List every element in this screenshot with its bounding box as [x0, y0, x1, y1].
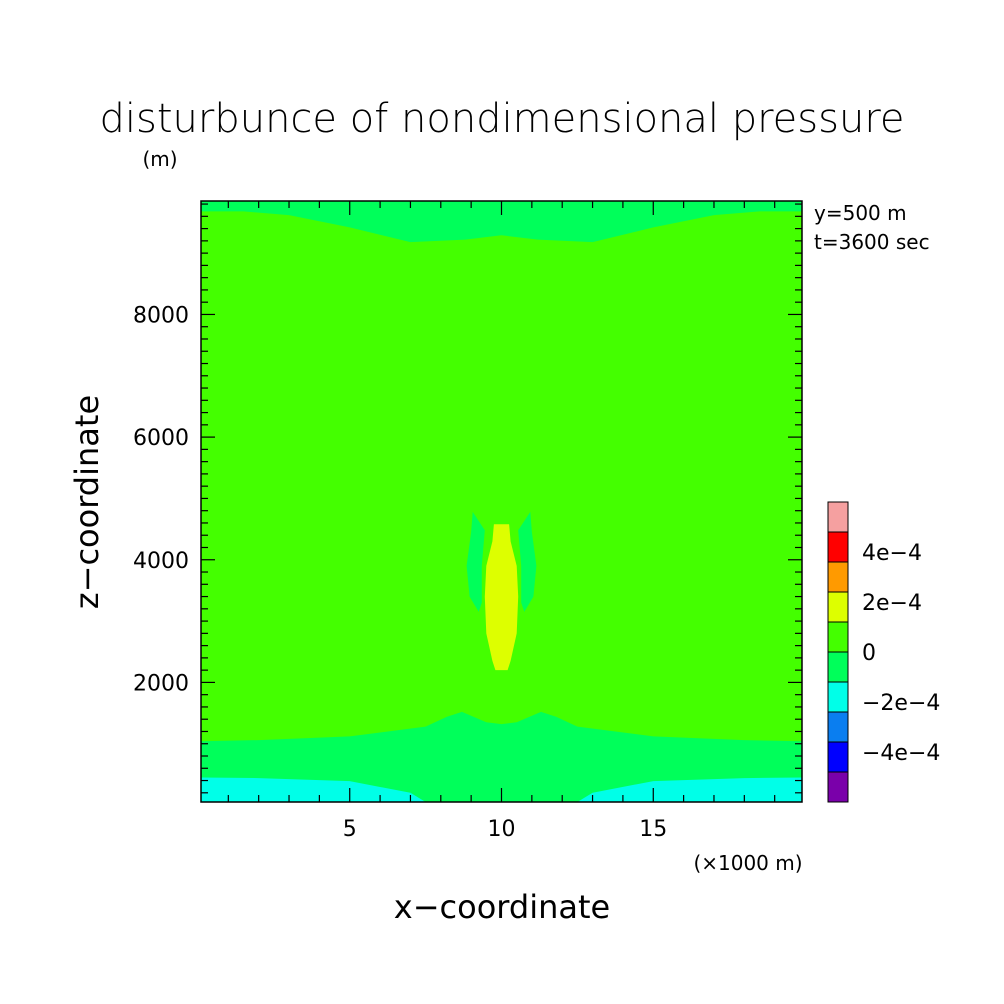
x-axis: 5 10 15	[227, 201, 776, 842]
colorbar-swatch	[827, 621, 849, 653]
x-tick-label: 15	[639, 817, 667, 842]
x-tick-label: 10	[488, 817, 516, 842]
contour-region-bottom-cyan	[201, 777, 802, 802]
y-tick-label: 2000	[133, 671, 189, 696]
chart-title: disturbunce of nondimensional pressure	[100, 96, 905, 142]
y-tick-label: 8000	[133, 303, 189, 328]
contour-region-top-band	[201, 201, 802, 243]
colorbar: −4e−4 −2e−4 0 2e−4 4e−4	[827, 501, 940, 803]
colorbar-label: −4e−4	[862, 741, 940, 766]
colorbar-swatch	[827, 651, 849, 683]
y-tick-label: 6000	[133, 426, 189, 451]
y-axis: 2000 4000 6000 8000	[133, 203, 802, 794]
colorbar-swatch	[827, 771, 849, 803]
colorbar-swatch	[827, 681, 849, 713]
contour-region-right-lobe	[518, 511, 537, 612]
contour-field	[201, 201, 802, 802]
colorbar-swatch	[827, 561, 849, 593]
colorbar-label: 4e−4	[862, 541, 922, 566]
colorbar-label: −2e−4	[862, 691, 940, 716]
contour-background	[201, 201, 802, 802]
y-tick-label: 4000	[133, 549, 189, 574]
units-label: (m)	[142, 147, 177, 171]
x-tick-label: 5	[343, 817, 357, 842]
colorbar-swatch	[827, 531, 849, 563]
contour-region-left-lobe	[466, 511, 485, 612]
info-y-position: y=500 m	[814, 201, 907, 225]
y-axis-title: z−coordinate	[68, 395, 106, 609]
x-unit-label: (×1000 m)	[693, 851, 802, 875]
colorbar-swatch	[827, 711, 849, 743]
contour-region-core	[484, 524, 519, 671]
contour-region-bottom-band	[201, 711, 802, 802]
info-time: t=3600 sec	[814, 230, 930, 254]
colorbar-label: 0	[862, 641, 876, 666]
colorbar-swatch	[827, 501, 849, 533]
colorbar-swatch	[827, 741, 849, 773]
x-axis-title: x−coordinate	[394, 888, 610, 926]
colorbar-label: 2e−4	[862, 591, 922, 616]
colorbar-swatch	[827, 591, 849, 623]
